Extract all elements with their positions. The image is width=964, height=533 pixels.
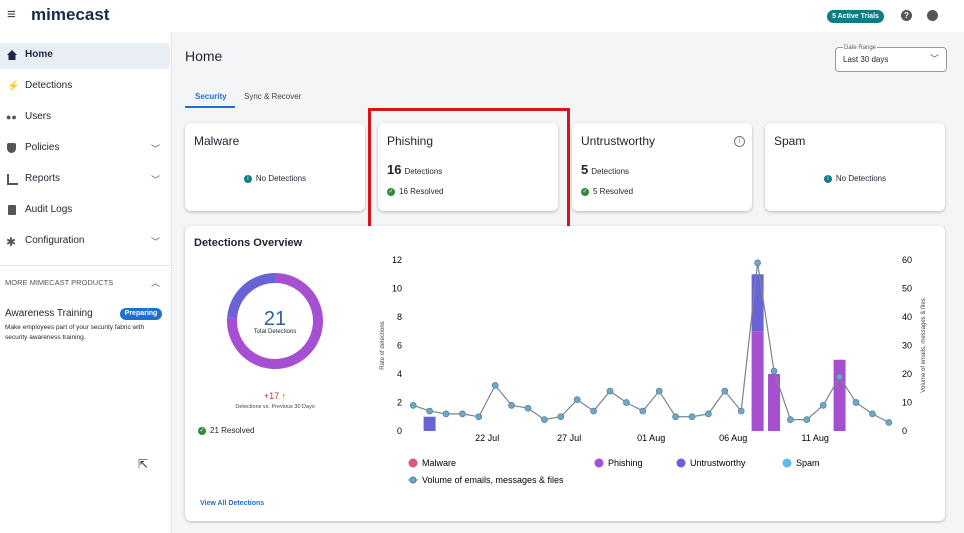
- card-status: i No Detections: [765, 174, 945, 183]
- resolved: ✓ 5 Resolved: [581, 187, 633, 196]
- active-highlight: [0, 43, 170, 69]
- count-label: Detections: [404, 167, 443, 176]
- check-icon: ✓: [581, 187, 589, 196]
- summary-card[interactable]: Malware i No Detections: [185, 123, 365, 211]
- dropdown-icon: ﹀: [930, 54, 940, 64]
- card-title: Untrustworthy: [581, 134, 656, 148]
- product-name[interactable]: Awareness Training: [5, 308, 93, 319]
- card-title: Phishing: [387, 134, 434, 148]
- status-text: No Detections: [835, 174, 887, 183]
- donut-label: Total Detections: [253, 329, 297, 335]
- date-range-label: Date Range: [843, 45, 878, 51]
- status-text: No Detections: [255, 174, 307, 183]
- card-title: Malware: [194, 134, 240, 148]
- resolved-text: 16 Resolved: [399, 187, 444, 196]
- summary-card[interactable]: Spam i No Detections: [765, 123, 945, 211]
- nav-expand[interactable]: ﹀: [151, 237, 161, 247]
- nav-expand[interactable]: ﹀: [151, 175, 161, 185]
- menu-button[interactable]: ≡: [7, 6, 16, 23]
- card-title: Spam: [774, 134, 806, 148]
- count-row: 5 Detections: [581, 161, 629, 179]
- view-all-link[interactable]: View All Detections: [200, 500, 265, 507]
- brand: mimecast: [31, 5, 110, 24]
- check-icon: ✓: [387, 187, 395, 196]
- nav-item[interactable]: Users: [25, 111, 52, 122]
- nav-icon: ●●: [6, 112, 17, 122]
- nav-item[interactable]: Configuration: [25, 235, 85, 246]
- section-toggle[interactable]: ︿: [151, 278, 161, 288]
- top-bar: ≡ mimecast 5 Active Trials ?: [0, 0, 964, 32]
- section-title: MORE MIMECAST PRODUCTS: [5, 278, 114, 287]
- summary-card[interactable]: Phishing 16 Detections ✓ 16 Resolved: [378, 123, 558, 211]
- overview-card: Detections Overview 21 Total Detections …: [185, 226, 945, 521]
- resolved-text: 21 Resolved: [210, 426, 255, 435]
- date-range-value: Last 30 days: [843, 55, 889, 64]
- change: +17 ↑: [263, 391, 287, 401]
- highlight-box: [368, 108, 570, 230]
- resolved: ✓ 16 Resolved: [387, 187, 443, 196]
- product-description: Make employees part of your security fab…: [5, 324, 145, 341]
- count-label: Detections: [591, 167, 630, 176]
- nav-item[interactable]: Reports: [25, 173, 61, 184]
- nav-item[interactable]: Home: [25, 49, 53, 60]
- cursor: ⇱: [138, 457, 149, 471]
- trials-badge[interactable]: 5 Active Trials: [827, 10, 884, 23]
- tab[interactable]: Security: [195, 92, 227, 101]
- nav-item[interactable]: Detections: [25, 80, 73, 91]
- help-icon[interactable]: ?: [901, 10, 912, 21]
- nav-icon: [8, 205, 16, 215]
- nav-item[interactable]: Policies: [25, 142, 60, 153]
- nav-icon: [7, 143, 16, 153]
- page-title: Home: [185, 48, 223, 64]
- nav-expand[interactable]: ﹀: [151, 144, 161, 154]
- nav-icon: ✱: [6, 235, 17, 249]
- count-row: 16 Detections: [387, 161, 442, 179]
- donut-total: 21: [263, 308, 287, 330]
- summary-card[interactable]: Untrustworthy 5 Detections ✓ 5 Resolved i: [572, 123, 752, 211]
- change-label: Detections vs. Previous 30 Days: [235, 404, 315, 410]
- tab-underline: [185, 106, 235, 108]
- info-icon: i: [243, 174, 252, 183]
- sidebar: ⚡ ●● ✱ Home Detections Users Policies ﹀ Repor…: [0, 32, 172, 533]
- overview-title: Detections Overview: [194, 237, 303, 249]
- product-badge: Preparing: [120, 308, 162, 320]
- tab[interactable]: Sync & Recover: [244, 92, 302, 101]
- nav-icon: [7, 174, 18, 185]
- info-icon: i: [823, 174, 832, 183]
- count: 5: [581, 162, 589, 177]
- divider: [0, 265, 171, 266]
- home-icon: [7, 50, 17, 60]
- user-icon[interactable]: [927, 10, 938, 21]
- info-button[interactable]: i: [734, 136, 745, 147]
- card-status: i No Detections: [185, 174, 365, 183]
- count: 16: [387, 162, 402, 177]
- date-range[interactable]: Date Range Last 30 days ﹀: [835, 45, 947, 72]
- resolved: ✓ 21 Resolved: [198, 426, 255, 435]
- resolved-text: 5 Resolved: [593, 187, 634, 196]
- nav-icon: ⚡: [7, 81, 20, 92]
- nav-item[interactable]: Audit Logs: [25, 204, 73, 215]
